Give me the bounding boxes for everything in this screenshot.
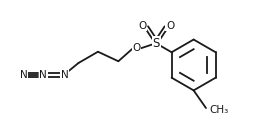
Text: CH₃: CH₃: [209, 105, 228, 115]
Text: O: O: [133, 43, 141, 53]
Text: O: O: [166, 21, 174, 31]
Text: N: N: [39, 70, 47, 80]
Text: S: S: [153, 37, 160, 50]
Text: N: N: [20, 70, 27, 80]
Text: O: O: [139, 21, 147, 31]
Text: N: N: [61, 70, 69, 80]
